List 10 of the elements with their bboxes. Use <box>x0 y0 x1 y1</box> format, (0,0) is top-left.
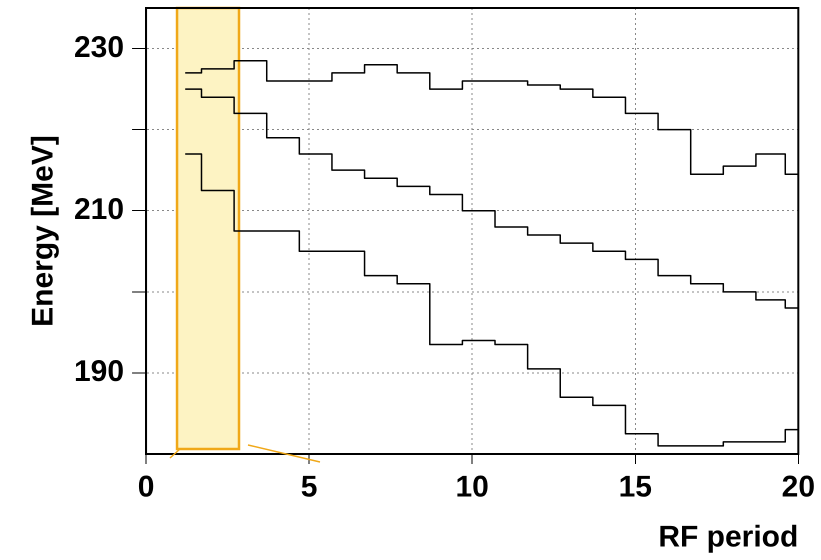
x-axis-title: RF period <box>658 520 798 554</box>
x-tick-label: 10 <box>455 470 489 504</box>
y-tick-label: 190 <box>74 355 124 388</box>
x-tick-label: 20 <box>782 470 816 504</box>
x-tick-label: 5 <box>300 470 318 504</box>
y-tick-label: 230 <box>74 30 124 64</box>
x-tick-label: 15 <box>618 470 652 504</box>
x-tick-label: 0 <box>138 470 154 504</box>
y-tick-label: 210 <box>74 192 124 226</box>
y-axis-title: Energy [MeV] <box>26 135 60 327</box>
